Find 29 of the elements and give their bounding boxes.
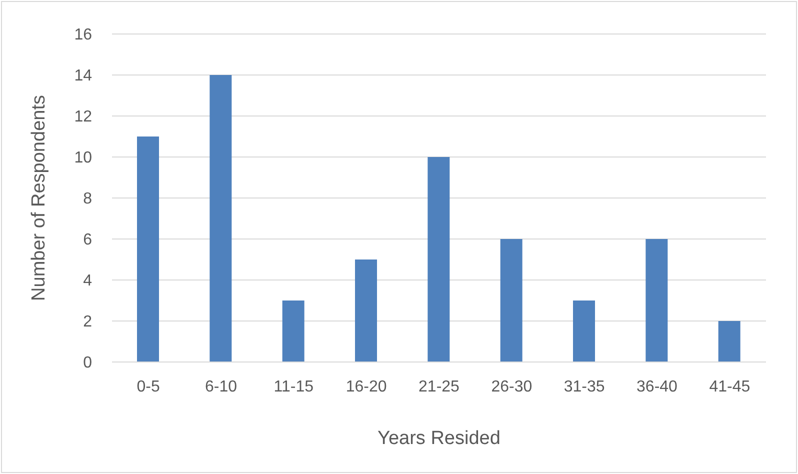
bar (282, 300, 304, 362)
bar (718, 321, 740, 362)
bar (500, 239, 522, 362)
bar (646, 239, 668, 362)
y-tick-label: 16 (74, 26, 92, 44)
bar (137, 136, 159, 362)
x-tick-label: 0-5 (136, 378, 160, 396)
x-tick-label: 11-15 (274, 378, 314, 396)
y-axis-title: Number of Respondents (28, 95, 50, 301)
y-tick-label: 10 (74, 150, 92, 167)
x-tick-label: 26-30 (491, 378, 532, 396)
y-tick-label: 6 (83, 232, 92, 249)
bar (210, 75, 232, 362)
x-axis-title: Years Resided (378, 428, 500, 449)
y-tick-label: 14 (74, 68, 92, 85)
y-tick-label: 4 (83, 272, 92, 290)
x-tick-label: 21-25 (418, 378, 460, 396)
x-tick-label: 6-10 (204, 378, 238, 396)
x-tick-label: 36-40 (636, 378, 678, 396)
x-tick-label: 31-35 (564, 378, 605, 396)
y-tick-label: 12 (74, 108, 92, 126)
y-tick-label: 0 (83, 354, 92, 372)
bar (573, 300, 595, 362)
y-tick-label: 8 (83, 190, 92, 208)
x-tick-label: 16-20 (346, 378, 387, 396)
bar (355, 260, 377, 362)
y-tick-label: 2 (83, 314, 92, 331)
x-tick-label: 41-45 (709, 378, 750, 396)
bar (428, 157, 450, 362)
